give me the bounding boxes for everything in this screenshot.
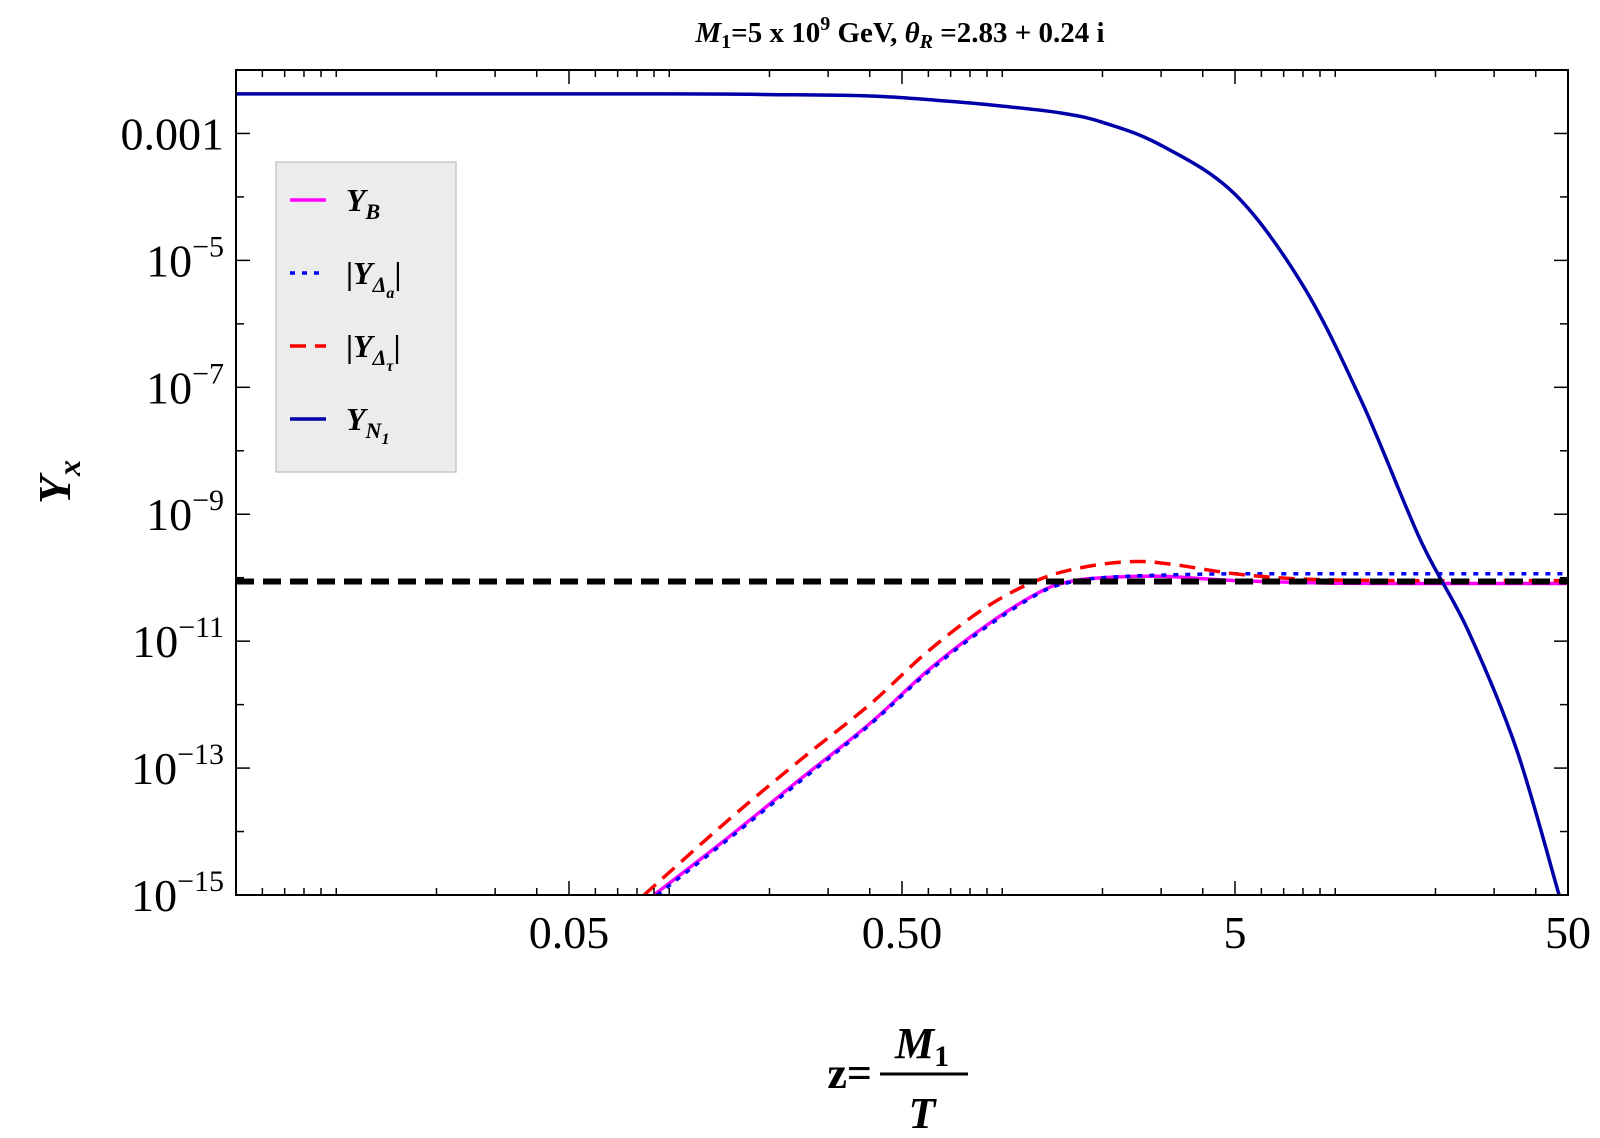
y-axis-label: Yx (29, 460, 87, 504)
y-tick-label: 10−13 (131, 738, 224, 794)
y-tick-label: 10−15 (131, 865, 224, 921)
legend-entries: YB |YΔa| |YΔτ| YN1 (290, 182, 401, 448)
x-tick-label: 0.50 (862, 907, 943, 958)
y-tick-labels: 0.001 10−5 10−7 10−9 10−11 10−13 10−15 (121, 108, 225, 921)
legend-label: YB (346, 182, 380, 224)
chart-title: M1=5 x 109 GeV, θR =2.83 + 0.24 i (694, 13, 1104, 53)
ticks-layer (235, 69, 1569, 896)
y-tick-label: 10−7 (146, 357, 224, 413)
legend-label: YN1 (346, 401, 389, 448)
x-tick-labels: 0.05 0.50 5 50 (529, 907, 1591, 958)
y-tick-label: 10−9 (146, 484, 224, 540)
x-label-denominator: T (909, 1089, 938, 1138)
x-label-numerator: M1 (894, 1019, 949, 1073)
y-tick-label: 0.001 (121, 108, 225, 159)
legend-label: |YΔa| (346, 255, 401, 302)
x-tick-label: 0.05 (529, 907, 610, 958)
y-tick-label: 10−11 (132, 611, 224, 667)
x-tick-label: 5 (1224, 907, 1247, 958)
y-tick-label: 10−5 (146, 230, 224, 286)
series-line-YB (652, 574, 1568, 895)
x-axis-label: z= M1 T (827, 1019, 968, 1138)
series-line-YN1 (236, 92, 1561, 895)
series-line-YDt (642, 559, 1568, 895)
legend-label: |YΔτ| (346, 328, 401, 375)
series-line-YDa (656, 571, 1568, 895)
x-label-prefix: z= (827, 1049, 872, 1098)
x-tick-label: 50 (1545, 907, 1591, 958)
legend: YB |YΔa| |YΔτ| YN1 (275, 161, 457, 473)
